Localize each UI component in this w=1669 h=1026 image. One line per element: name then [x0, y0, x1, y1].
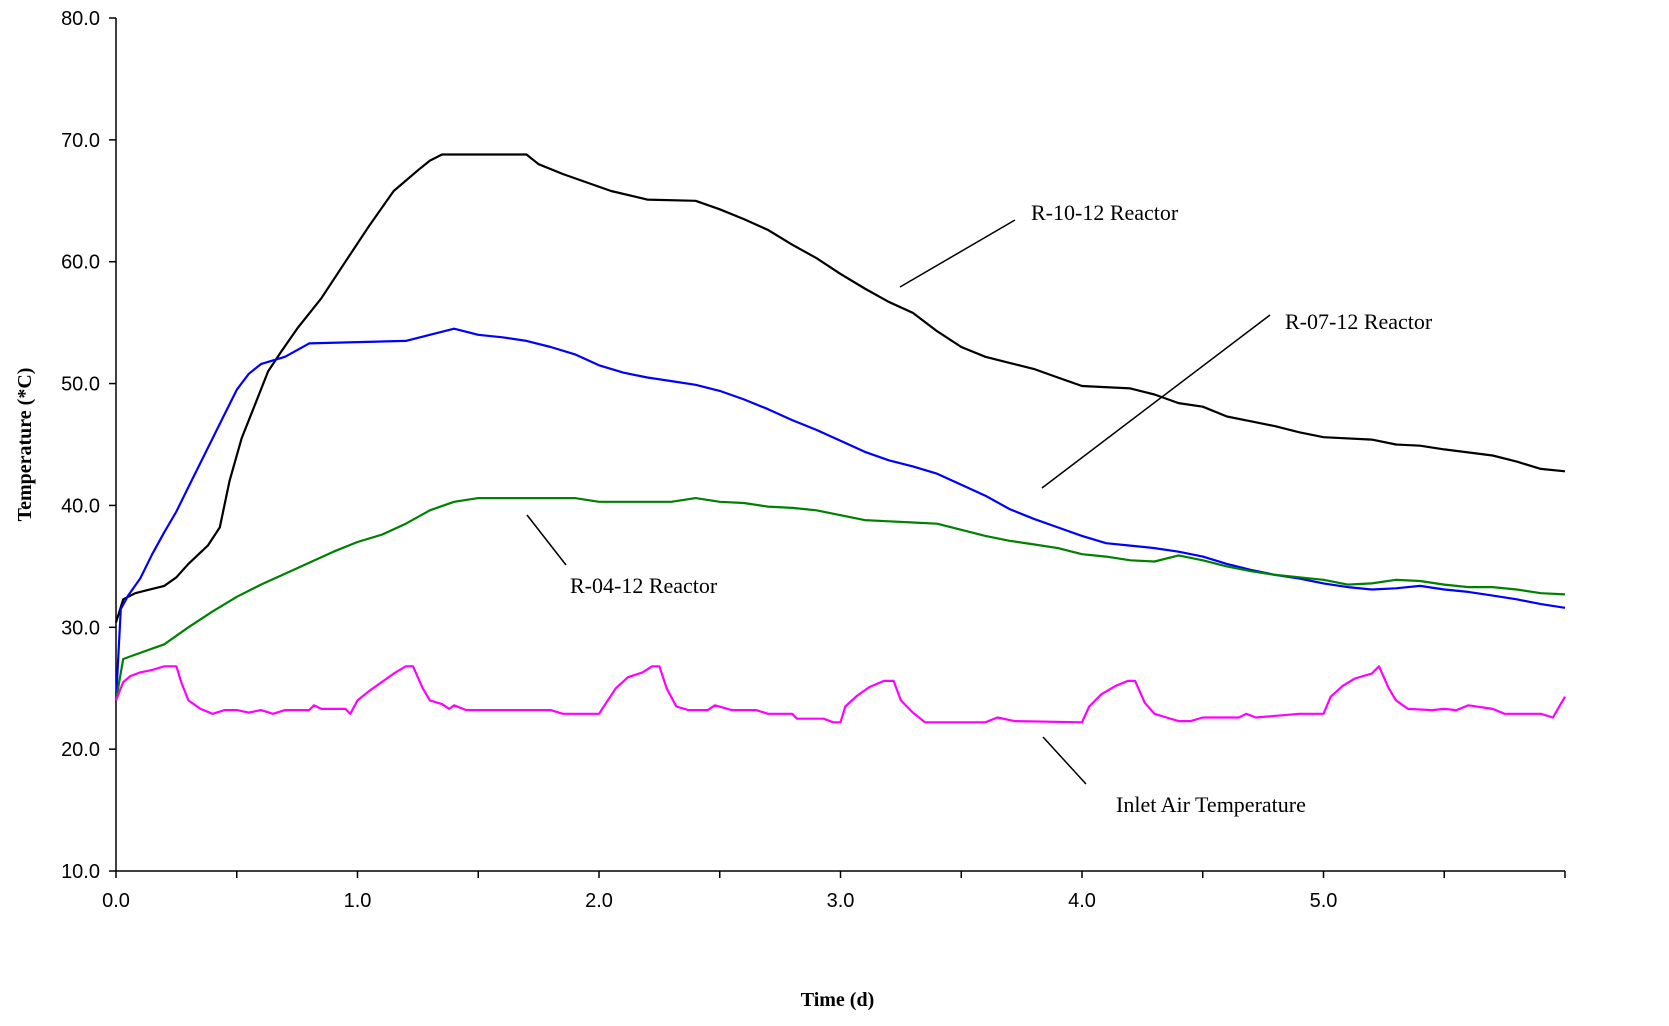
series-line-r-10-12-reactor: [114, 153, 1566, 623]
y-tick-label: 50.0: [61, 374, 100, 396]
annotation-r-10-12: R-10-12 Reactor: [1031, 200, 1179, 225]
x-tick-label: 4.0: [1068, 890, 1096, 912]
y-tick-label: 30.0: [61, 617, 100, 639]
y-tick-label: 40.0: [61, 495, 100, 517]
annotation-leader-r-04-12: [526, 514, 567, 566]
y-tick-label: 20.0: [61, 739, 100, 761]
x-tick-label: 1.0: [344, 890, 372, 912]
y-tick-label: 60.0: [61, 252, 100, 274]
x-tick-label: 0.0: [102, 890, 130, 912]
annotation-leader-r-10-12: [899, 219, 1016, 288]
annotation-leader-r-07-12: [1041, 314, 1271, 489]
series-line-inlet-air-temperature: [114, 665, 1566, 724]
y-tick-label: 70.0: [61, 130, 100, 152]
series-layer: [114, 153, 1566, 724]
series-line-r-07-12-reactor: [114, 327, 1566, 701]
x-axis-title: Time (d): [801, 989, 875, 1011]
y-tick-label: 80.0: [61, 8, 100, 30]
x-tick-label: 3.0: [827, 890, 855, 912]
series-line-r-04-12-reactor: [114, 497, 1566, 701]
x-tick-label: 2.0: [585, 890, 613, 912]
annotation-r-04-12: R-04-12 Reactor: [570, 573, 718, 598]
x-tick-label: 5.0: [1310, 890, 1338, 912]
annotation-inlet-air: Inlet Air Temperature: [1116, 792, 1306, 817]
y-tick-label: 10.0: [61, 861, 100, 883]
annotation-r-07-12: R-07-12 Reactor: [1285, 309, 1433, 334]
y-axis-title: Temperature (*C): [14, 368, 36, 522]
annotations: R-10-12 Reactor R-07-12 Reactor R-04-12 …: [526, 200, 1433, 817]
annotation-leader-inlet-air: [1042, 736, 1087, 785]
axes: 10.0 20.0 30.0 40.0 50.0 60.0 70.0 80.0 0.0 1.0 2.…: [14, 8, 1566, 1011]
